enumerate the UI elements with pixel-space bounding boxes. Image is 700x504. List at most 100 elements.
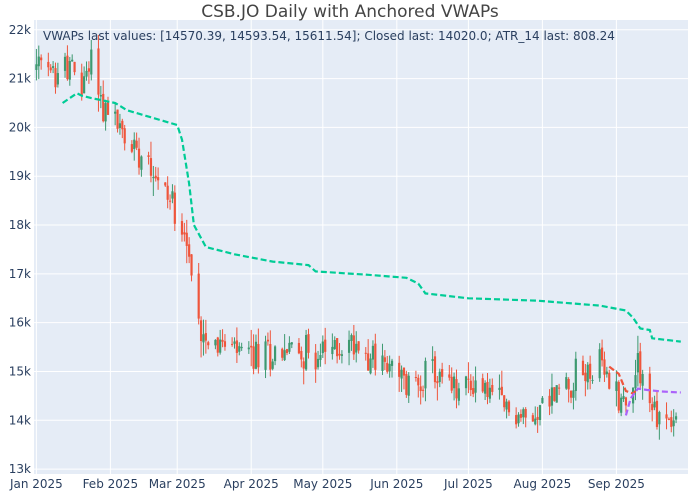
candle — [254, 334, 258, 370]
x-tick-label: Aug 2025 — [514, 477, 572, 491]
candle-body — [383, 357, 386, 362]
candle-body — [104, 103, 107, 122]
candle — [106, 96, 110, 115]
candle-body — [319, 354, 322, 360]
candle — [116, 109, 119, 133]
candle — [214, 339, 217, 350]
candle — [367, 339, 370, 371]
candle-body — [149, 158, 153, 176]
candle — [550, 373, 554, 414]
candle-body — [598, 349, 601, 379]
candle-body — [452, 376, 456, 389]
candle — [133, 132, 136, 161]
candle — [553, 387, 556, 402]
candle — [247, 341, 250, 354]
y-tick-label: 22k — [9, 23, 31, 37]
candle-body — [417, 377, 420, 386]
candle — [674, 412, 678, 424]
candle-body — [168, 200, 172, 202]
y-tick-label: 18k — [9, 218, 31, 232]
candle — [49, 64, 52, 73]
y-tick-label: 17k — [9, 267, 31, 281]
candle-body — [87, 68, 90, 72]
candle-body — [47, 61, 50, 68]
candle — [297, 338, 301, 355]
candle-body — [269, 344, 272, 370]
candle-body — [672, 420, 675, 427]
candle-body — [154, 175, 157, 179]
candle-body — [37, 56, 40, 67]
candle-body — [166, 185, 169, 200]
candle-body — [386, 362, 389, 372]
candle — [586, 362, 589, 390]
candle-body — [152, 177, 155, 179]
candle — [589, 355, 592, 390]
candle — [381, 343, 384, 376]
candle — [63, 52, 67, 78]
candle — [584, 363, 587, 397]
candle — [357, 341, 360, 354]
candle-body — [204, 333, 207, 341]
candle-body — [419, 386, 422, 392]
candle — [340, 350, 344, 364]
candle — [147, 151, 150, 165]
candle — [467, 362, 470, 394]
candle — [118, 113, 122, 135]
candle — [283, 334, 286, 362]
candle-body — [424, 360, 427, 389]
candle-body — [233, 341, 236, 344]
candle-body — [398, 362, 401, 377]
candle — [281, 347, 284, 361]
candle-body — [581, 360, 585, 376]
candle — [104, 99, 107, 131]
candle-body — [223, 341, 227, 347]
candle — [197, 262, 200, 325]
candle — [250, 329, 253, 367]
candle — [336, 337, 339, 364]
candle — [264, 335, 267, 379]
candle — [290, 342, 293, 349]
candle — [555, 385, 558, 403]
candle — [369, 353, 372, 375]
candle-body — [455, 379, 458, 399]
candle — [581, 355, 585, 376]
candle-body — [488, 387, 491, 399]
candle — [653, 395, 656, 411]
candle — [515, 407, 518, 429]
candle — [331, 333, 334, 360]
candle-body — [491, 384, 494, 392]
candle — [102, 80, 105, 123]
candle — [288, 336, 291, 355]
candle — [486, 373, 489, 405]
candle-body — [102, 93, 105, 122]
candle-body — [550, 387, 554, 406]
candle-body — [600, 347, 604, 361]
candle-body — [290, 342, 293, 345]
candle-body — [531, 415, 534, 422]
x-tick-label: Mar 2025 — [149, 477, 206, 491]
candle — [130, 140, 133, 154]
candle-body — [522, 409, 525, 418]
candle-body — [73, 61, 76, 73]
candle-body — [285, 349, 289, 353]
candle-body — [472, 388, 475, 395]
candle — [667, 417, 671, 421]
candle — [164, 182, 167, 187]
candle — [519, 409, 523, 422]
candle — [522, 407, 525, 425]
candle-body — [207, 342, 210, 346]
candle-body — [634, 375, 637, 389]
candle-body — [173, 192, 176, 224]
candle-body — [388, 363, 391, 372]
candle — [670, 410, 673, 433]
candle-body — [565, 377, 568, 389]
candle-body — [97, 48, 100, 95]
candle — [204, 319, 207, 354]
candle — [565, 372, 568, 390]
candle — [271, 358, 274, 371]
candle-body — [114, 111, 117, 114]
candle — [390, 358, 394, 378]
plot-area — [34, 20, 688, 474]
candle-body — [133, 139, 136, 149]
